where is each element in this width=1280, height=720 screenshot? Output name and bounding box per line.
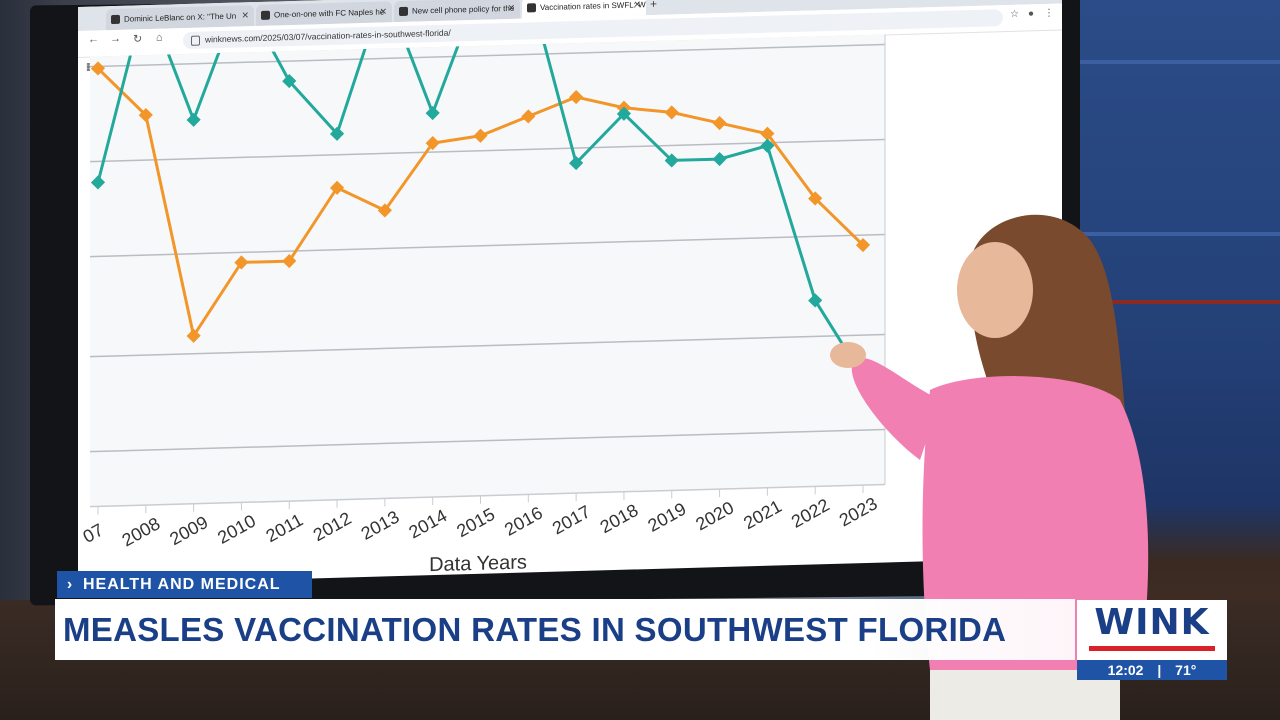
site-favicon-icon <box>399 6 408 17</box>
tab-label: New cell phone policy for the <box>412 3 515 16</box>
new-tab-button[interactable]: + <box>650 0 658 12</box>
x-tick-label: 2020 <box>692 497 737 534</box>
close-icon[interactable]: ✕ <box>633 0 641 10</box>
category-banner: › HEALTH AND MEDICAL <box>57 571 312 598</box>
back-icon[interactable]: ← <box>88 33 99 46</box>
data-point <box>569 156 584 171</box>
x-tick-label: 2012 <box>310 508 355 545</box>
separator: | <box>1157 662 1162 678</box>
data-point <box>234 255 249 270</box>
data-point <box>90 175 106 190</box>
x-tick-label: 2014 <box>406 505 451 542</box>
data-point <box>282 74 297 89</box>
site-info-icon[interactable] <box>191 35 200 46</box>
profile-icon[interactable]: ● <box>1028 8 1035 20</box>
gridline <box>90 233 885 258</box>
category-label: HEALTH AND MEDICAL <box>83 576 281 593</box>
gridline <box>90 333 885 358</box>
touchscreen-monitor: Dominic LeBlanc on X: "The Un ✕ One-on-o… <box>30 0 1080 606</box>
x-tick-label: 2009 <box>166 512 211 549</box>
data-point <box>616 106 632 121</box>
site-favicon-icon <box>261 10 270 20</box>
x-tick-label: 2011 <box>263 510 307 547</box>
data-point <box>186 328 201 343</box>
tab-label: Dominic LeBlanc on X: "The Un <box>124 11 237 24</box>
data-point <box>473 128 488 143</box>
x-axis-line <box>90 483 885 508</box>
data-point <box>808 191 823 206</box>
reload-icon[interactable]: ↻ <box>133 33 143 46</box>
x-tick-label: 2010 <box>214 511 259 548</box>
close-icon[interactable]: ✕ <box>507 2 515 14</box>
chevron-right-icon: › <box>66 576 74 593</box>
x-tick-label: 2021 <box>740 496 785 533</box>
x-tick-label: 2013 <box>358 507 403 544</box>
menu-icon[interactable]: ⋮ <box>1044 7 1054 20</box>
x-tick-label: 2019 <box>645 499 690 536</box>
x-logo-icon <box>111 14 120 25</box>
url-text: winknews.com/2025/03/07/vaccination-rate… <box>205 27 451 45</box>
data-point <box>808 293 823 308</box>
close-icon[interactable]: ✕ <box>379 6 387 17</box>
line-chart: 07 2008 2009 2010 2011 2012 2013 2014 2015 2016 20… <box>80 29 886 576</box>
time-weather-bar: 12:02 | 71° <box>1077 660 1227 680</box>
data-point <box>760 126 775 141</box>
data-point <box>138 108 153 123</box>
x-tick-label: 2015 <box>453 504 498 541</box>
data-point <box>329 126 345 141</box>
x-tick-label: 2008 <box>119 513 164 550</box>
tab-label: One-on-one with FC Naples he <box>274 7 385 20</box>
logo-red-underline <box>1089 646 1215 651</box>
data-point <box>90 61 106 76</box>
data-point <box>664 105 679 120</box>
plot-area <box>90 34 885 507</box>
data-point <box>425 136 440 151</box>
home-icon[interactable]: ⌂ <box>156 31 163 44</box>
data-point <box>712 116 727 131</box>
data-point <box>329 180 345 195</box>
gridline <box>90 428 885 453</box>
tab-label: Vaccination rates in SWFL: WIN <box>540 0 646 13</box>
close-icon[interactable]: ✕ <box>241 10 249 21</box>
data-point <box>712 152 727 167</box>
browser-window: Dominic LeBlanc on X: "The Un ✕ One-on-o… <box>78 0 1062 585</box>
data-point <box>186 112 201 127</box>
x-tick-label: 2016 <box>501 503 546 540</box>
data-point <box>855 238 871 253</box>
headline-text: MEASLES VACCINATION RATES IN SOUTHWEST F… <box>63 611 1007 648</box>
data-point <box>569 90 584 105</box>
x-tick-label: 2017 <box>549 501 594 538</box>
gridline <box>90 138 885 163</box>
data-point <box>425 106 440 121</box>
gridline <box>90 43 885 68</box>
bookmark-star-icon[interactable]: ☆ <box>1010 8 1019 20</box>
site-favicon-icon <box>527 3 536 13</box>
headline-banner: MEASLES VACCINATION RATES IN SOUTHWEST F… <box>55 599 1075 660</box>
logo-text: WINK <box>1094 602 1210 643</box>
data-point <box>521 109 536 124</box>
data-point <box>760 138 775 153</box>
x-tick-label: 07 <box>80 520 107 547</box>
x-axis-label: Data Years <box>429 551 527 576</box>
temperature-readout: 71° <box>1175 662 1197 678</box>
station-logo: WINK <box>1077 600 1227 660</box>
data-point <box>377 203 392 218</box>
presenter <box>830 214 1149 720</box>
x-tick-label: 2018 <box>597 500 642 537</box>
data-point <box>664 153 679 168</box>
forward-icon[interactable]: → <box>110 32 121 46</box>
time-readout: 12:02 <box>1107 662 1144 678</box>
data-point <box>282 254 297 269</box>
